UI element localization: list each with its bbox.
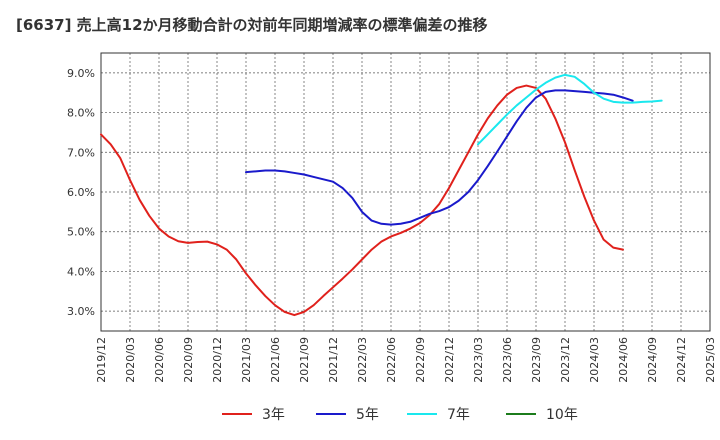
- legend-label: 10年: [546, 407, 578, 423]
- x-tick-label: 2023/12: [559, 337, 572, 383]
- y-tick-label: 4.0%: [67, 265, 95, 278]
- y-tick-label: 5.0%: [67, 226, 95, 239]
- y-tick-label: 8.0%: [67, 107, 95, 120]
- x-tick-label: 2020/09: [182, 337, 195, 383]
- x-tick-label: 2023/03: [472, 337, 485, 383]
- x-tick-label: 2025/03: [704, 337, 717, 383]
- series-line: [100, 84, 624, 317]
- x-tick-label: 2022/03: [356, 337, 369, 383]
- plot-frame: [100, 52, 711, 332]
- x-tick-label: 2024/03: [588, 337, 601, 383]
- x-tick-label: 2024/12: [675, 337, 688, 383]
- x-tick-label: 2024/06: [617, 337, 630, 383]
- x-tick-label: 2023/06: [501, 337, 514, 383]
- y-tick-label: 3.0%: [67, 305, 95, 318]
- y-tick-label: 7.0%: [67, 146, 95, 159]
- x-tick-label: 2022/12: [443, 337, 456, 383]
- chart-title: [6637] 売上高12か月移動合計の対前年同期増減率の標準偏差の推移: [16, 16, 488, 34]
- x-tick-label: 2022/09: [414, 337, 427, 383]
- x-tick-label: 2021/12: [327, 337, 340, 383]
- y-tick-label: 9.0%: [67, 67, 95, 80]
- x-tick-label: 2020/12: [211, 337, 224, 383]
- x-tick-label: 2022/06: [385, 337, 398, 383]
- x-tick-label: 2019/12: [95, 337, 108, 383]
- x-tick-label: 2021/03: [240, 337, 253, 383]
- x-tick-label: 2024/09: [646, 337, 659, 383]
- x-tick-label: 2023/09: [530, 337, 543, 383]
- legend-label: 3年: [262, 407, 285, 423]
- series-line: [245, 89, 634, 226]
- x-tick-label: 2021/09: [298, 337, 311, 383]
- legend-label: 5年: [356, 407, 379, 423]
- legend-label: 7年: [447, 407, 470, 423]
- x-tick-label: 2020/06: [153, 337, 166, 383]
- y-tick-label: 6.0%: [67, 186, 95, 199]
- series-line: [477, 73, 663, 146]
- x-tick-label: 2020/03: [124, 337, 137, 383]
- x-tick-label: 2021/06: [269, 337, 282, 383]
